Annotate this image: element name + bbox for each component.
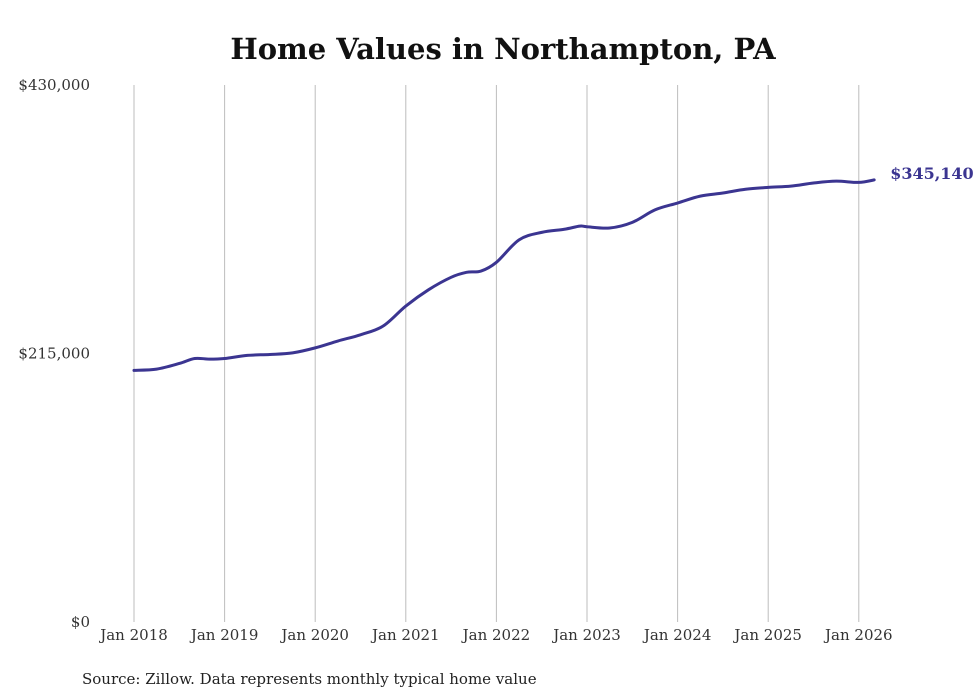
y-tick-label: $430,000 (18, 76, 90, 94)
x-tick-label: Jan 2023 (551, 626, 621, 644)
x-tick-label: Jan 2026 (823, 626, 893, 644)
series-line (132, 178, 876, 372)
y-axis: $0 $215,000 $430,000 (18, 76, 90, 631)
y-tick-label: $215,000 (18, 345, 90, 363)
y-tick-label: $0 (71, 613, 90, 631)
source-note: Source: Zillow. Data represents monthly … (82, 670, 537, 688)
x-tick-label: Jan 2018 (98, 626, 168, 644)
end-value-label: $345,140 (890, 164, 974, 183)
x-tick-label: Jan 2024 (642, 626, 712, 644)
chart-title: Home Values in Northampton, PA (230, 32, 776, 66)
x-tick-label: Jan 2020 (279, 626, 349, 644)
x-axis: Jan 2018 Jan 2019 Jan 2020 Jan 2021 Jan 2022… (98, 626, 892, 644)
series-layer: $345,140 (132, 164, 974, 372)
x-tick-label: Jan 2019 (189, 626, 259, 644)
x-tick-label: Jan 2022 (461, 626, 531, 644)
x-tick-label: Jan 2021 (370, 626, 440, 644)
x-tick-label: Jan 2025 (732, 626, 802, 644)
grid-layer (133, 85, 860, 622)
